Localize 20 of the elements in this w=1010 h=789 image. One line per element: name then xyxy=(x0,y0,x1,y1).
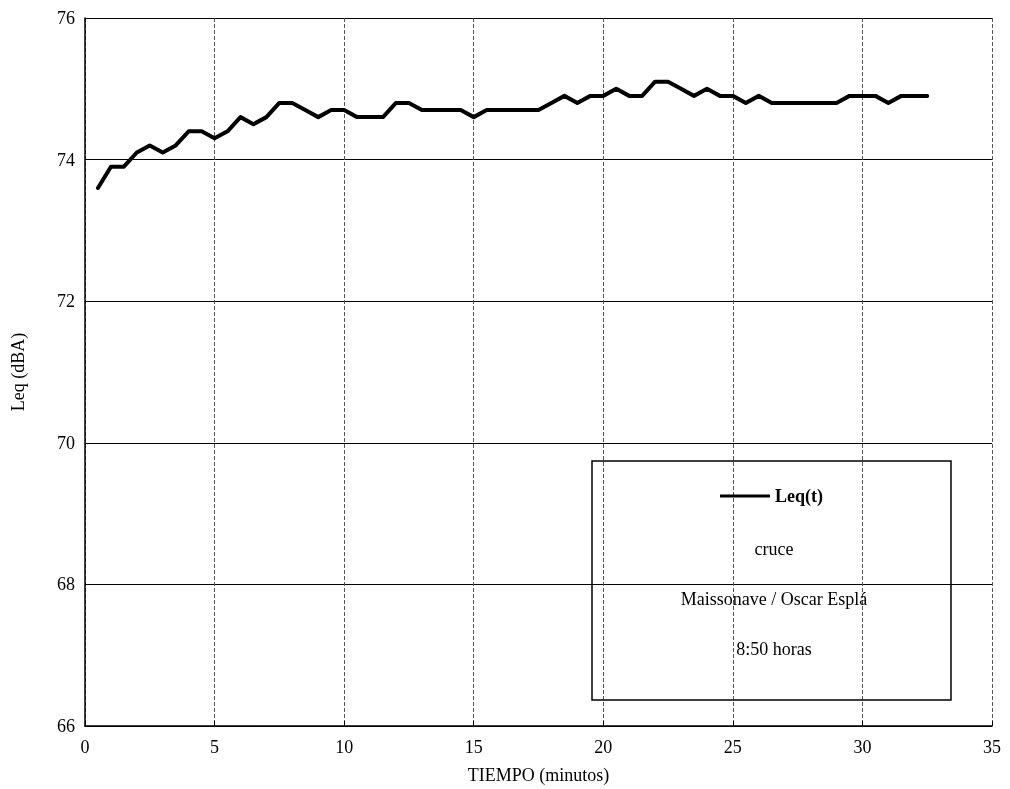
x-tick-label: 15 xyxy=(464,737,483,757)
x-tick-label: 30 xyxy=(853,737,872,757)
y-tick-label: 68 xyxy=(57,574,75,595)
x-tick-label: 10 xyxy=(335,737,354,757)
x-axis-title: TIEMPO (minutos) xyxy=(467,765,610,786)
annotation: Maissonave / Oscar Esplá xyxy=(680,589,868,609)
annotation: 8:50 horas xyxy=(736,639,812,659)
y-tick-label: 66 xyxy=(57,716,75,736)
y-tick-label: 74 xyxy=(57,149,75,170)
x-tick-label: 5 xyxy=(210,737,220,757)
y-tick-label: 70 xyxy=(57,432,75,453)
legend-label: Leq(t) xyxy=(775,486,823,507)
x-tick-label: 0 xyxy=(80,737,90,757)
annotation: cruce xyxy=(754,539,794,559)
y-tick-label: 72 xyxy=(57,291,75,312)
y-axis-title: Leq (dBA) xyxy=(8,332,29,412)
x-tick-label: 35 xyxy=(983,737,1001,757)
y-tick-label: 76 xyxy=(57,8,75,28)
x-tick-label: 20 xyxy=(594,737,613,757)
x-tick-label: 25 xyxy=(723,737,742,757)
